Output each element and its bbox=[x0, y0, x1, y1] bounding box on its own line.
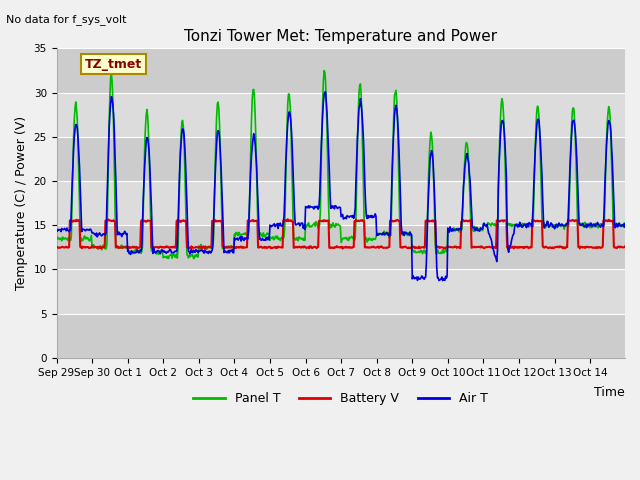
Bar bbox=[56, 93, 625, 137]
Text: No data for f_sys_volt: No data for f_sys_volt bbox=[6, 14, 127, 25]
Title: Tonzi Tower Met: Temperature and Power: Tonzi Tower Met: Temperature and Power bbox=[184, 29, 497, 44]
Bar bbox=[56, 313, 625, 358]
Text: Time: Time bbox=[595, 385, 625, 399]
Bar bbox=[56, 137, 625, 181]
Text: TZ_tmet: TZ_tmet bbox=[85, 58, 142, 71]
Bar bbox=[56, 181, 625, 225]
Y-axis label: Temperature (C) / Power (V): Temperature (C) / Power (V) bbox=[15, 116, 28, 290]
Bar bbox=[56, 48, 625, 93]
Legend: Panel T, Battery V, Air T: Panel T, Battery V, Air T bbox=[188, 387, 493, 410]
Bar bbox=[56, 225, 625, 269]
Bar bbox=[56, 269, 625, 313]
